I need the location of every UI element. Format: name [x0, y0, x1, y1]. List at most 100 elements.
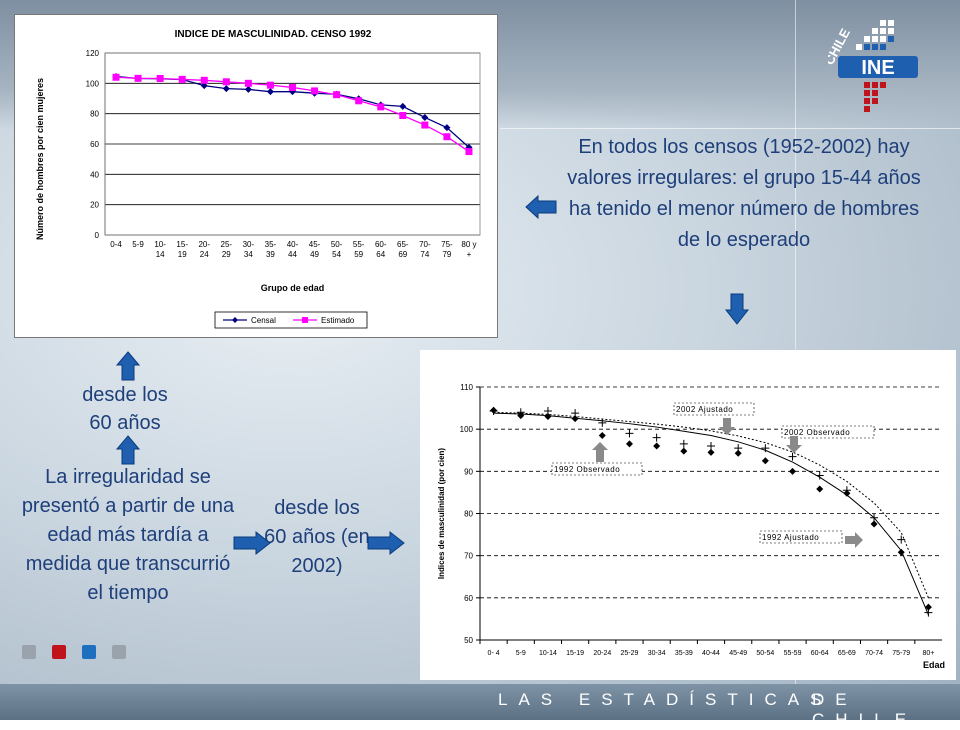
- footer-bar: [0, 684, 960, 720]
- logo-abbrev: INE: [861, 57, 894, 79]
- x-tick-label: 75-79: [441, 240, 453, 259]
- arrow-up-icon: [115, 351, 141, 381]
- data-point-2002-observado: [679, 439, 688, 448]
- series-line-2002-ajustado: [493, 411, 929, 599]
- logo-grid-icon: [856, 20, 894, 112]
- deco-square-blue: [82, 645, 96, 659]
- x-tick-label: 30-34: [648, 650, 666, 657]
- divider-horizontal: [500, 128, 960, 129]
- data-point-2002-observado: [598, 418, 607, 427]
- ine-logo: CHILE INE: [828, 20, 918, 112]
- data-point-estimado: [112, 73, 120, 81]
- x-tick-label: 35-39: [675, 650, 693, 657]
- data-point-2002-observado: [516, 408, 525, 417]
- data-point-2002-observado: [815, 471, 824, 480]
- x-tick-label: 10-14: [539, 650, 557, 657]
- y-tick-label: 70: [464, 552, 473, 561]
- data-point-2002-observado: [543, 407, 552, 416]
- x-tick-label: 45-49: [309, 240, 321, 259]
- logo-bar: [838, 56, 918, 78]
- data-point-estimado: [289, 83, 296, 91]
- x-tick-label: 10-14: [154, 240, 166, 259]
- y-tick-label: 90: [464, 467, 473, 476]
- data-point-1992-observado: [924, 603, 932, 611]
- x-tick-label: 65-69: [838, 650, 856, 657]
- legend-box: [214, 311, 368, 329]
- annotation-arrow-up-icon: [592, 442, 608, 462]
- legend-label-censal: Censal: [251, 316, 276, 325]
- deco-square-red: [52, 645, 66, 659]
- data-point-estimado: [333, 91, 341, 99]
- x-tick-label: 5-9: [132, 240, 144, 249]
- data-point-2002-observado: [625, 429, 634, 438]
- x-tick-label: 70-74: [419, 240, 431, 259]
- annotation-2002-ajustado: 2002 Ajustado: [676, 405, 733, 414]
- data-point-1992-observado: [870, 520, 878, 528]
- data-point-estimado: [156, 74, 164, 82]
- plot-frame: [104, 52, 481, 236]
- annotation-arrow-right-icon: [845, 532, 863, 548]
- x-axis-label: Edad: [923, 660, 945, 670]
- x-axis-label: Grupo de edad: [261, 283, 325, 293]
- data-point-2002-observado: [571, 409, 580, 418]
- annotation-2002-observado-box: [781, 425, 875, 439]
- data-point-censal: [222, 85, 230, 93]
- legend-label-estimado: Estimado: [321, 316, 355, 325]
- annotation-arrow-down-icon: [786, 436, 802, 453]
- deco-square-gray: [112, 645, 126, 659]
- note-desde-60: desde los 60 años: [82, 384, 168, 434]
- footer-right-text: DE CHILE: [812, 690, 918, 729]
- data-point-1992-observado: [544, 413, 552, 421]
- data-point-1992-observado: [761, 457, 769, 465]
- chart-1992-container: INDICE DE MASCULINIDAD. CENSO 1992 0 20 40 6…: [14, 14, 498, 338]
- y-tick-label: 60: [90, 140, 99, 149]
- data-point-1992-observado: [680, 447, 688, 455]
- annotation-1992-observado-box: [551, 462, 643, 476]
- arrow-right-icon: [367, 530, 405, 556]
- y-axis-label: Indices de masculinidad (por cien): [437, 448, 446, 579]
- footer-left-text: LAS ESTADÍSTICAS: [498, 690, 833, 709]
- chart-title: INDICE DE MASCULINIDAD. CENSO 1992: [175, 29, 372, 40]
- data-point-2002-observado: [870, 513, 879, 522]
- data-point-estimado: [222, 78, 230, 86]
- data-point-estimado: [134, 74, 142, 82]
- annotation-arrow-down-icon: [719, 418, 735, 435]
- data-point-1992-observado: [707, 448, 715, 456]
- y-tick-label: 20: [90, 201, 99, 210]
- data-point-estimado: [355, 97, 363, 105]
- x-tick-label: 15-19: [176, 240, 188, 259]
- y-tick-label: 80: [464, 510, 473, 519]
- chart-comparison: 50 60 70 80 90 100 110 0- 4 5-9 10-14 15-19 20-24 25…: [437, 383, 945, 670]
- y-tick-label: 120: [86, 49, 100, 58]
- x-tick-label: 40-44: [702, 650, 720, 657]
- data-point-2002-observado: [707, 442, 715, 451]
- data-point-estimado: [421, 121, 429, 129]
- data-point-2002-observado: [734, 444, 743, 453]
- y-tick-label: 110: [460, 383, 473, 392]
- data-point-1992-observado: [734, 449, 742, 457]
- data-point-1992-observado: [571, 415, 579, 423]
- x-tick-label: 80+: [922, 650, 934, 657]
- x-tick-label: 35-39: [265, 240, 277, 259]
- x-tick-label: 80 y +: [461, 240, 476, 259]
- data-point-estimado: [377, 103, 385, 111]
- chart-1992: INDICE DE MASCULINIDAD. CENSO 1992 0 20 40 6…: [35, 29, 481, 329]
- data-point-estimado: [200, 76, 208, 84]
- y-tick-label: 0: [95, 231, 100, 240]
- data-point-estimado: [266, 81, 274, 89]
- arrow-up-icon: [115, 435, 141, 465]
- y-tick-label: 100: [460, 425, 474, 434]
- x-tick-label: 50-54: [331, 240, 343, 259]
- data-point-estimado: [244, 79, 252, 87]
- data-point-censal: [399, 102, 407, 110]
- data-point-1992-observado: [897, 548, 905, 556]
- data-point-2002-observado: [924, 608, 933, 617]
- data-point-2002-observado: [489, 407, 498, 416]
- x-tick-label: 5-9: [516, 650, 526, 657]
- note-desde-60-2002: desde los 60 años (en 2002): [264, 497, 370, 577]
- annotation-1992-observado: 1992 Observado: [554, 465, 620, 474]
- data-point-censal: [200, 82, 208, 90]
- series-line-1992-ajustado: [493, 412, 929, 615]
- x-tick-label: 0-4: [110, 240, 122, 249]
- data-point-1992-observado: [598, 431, 606, 439]
